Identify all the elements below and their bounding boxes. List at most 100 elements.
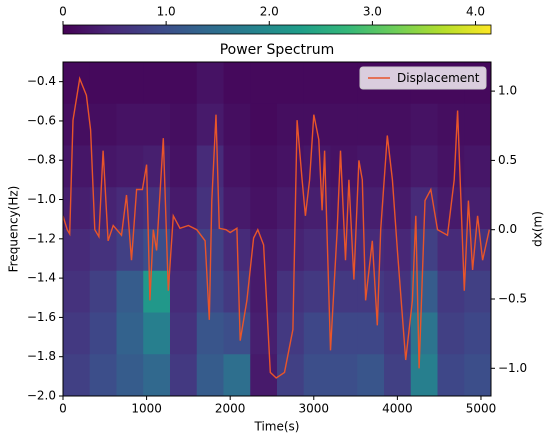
plot-frame bbox=[62, 61, 492, 397]
y2-tick-label: 0.5 bbox=[498, 153, 517, 167]
y-axis-label: Frequency(Hz) bbox=[7, 186, 21, 273]
y-tick-label: −1.8 bbox=[27, 349, 56, 363]
heat-cell bbox=[63, 312, 91, 355]
heat-cell bbox=[277, 187, 305, 230]
heat-cell bbox=[89, 354, 117, 397]
heat-cell bbox=[170, 229, 198, 272]
heat-cell bbox=[277, 312, 305, 355]
heat-cell bbox=[330, 103, 358, 146]
heat-cell bbox=[63, 103, 91, 146]
colorbar-tick-label: 1.0 bbox=[157, 5, 176, 19]
heat-cell bbox=[250, 145, 278, 188]
x-axis-label: Time(s) bbox=[254, 420, 300, 434]
heat-cell bbox=[250, 312, 278, 355]
heat-cell bbox=[410, 103, 438, 146]
colorbar-tick-label: 0 bbox=[59, 5, 67, 19]
heat-cell bbox=[143, 354, 171, 397]
heat-cell bbox=[357, 187, 385, 230]
heat-cell bbox=[196, 187, 224, 230]
heat-cell bbox=[303, 312, 331, 355]
heat-cell bbox=[196, 354, 224, 397]
heat-cell bbox=[277, 103, 305, 146]
heat-cell bbox=[464, 103, 492, 146]
y-tick-label: −0.4 bbox=[27, 74, 56, 88]
heat-cell bbox=[116, 62, 144, 105]
heat-cell bbox=[410, 270, 438, 313]
heat-cell bbox=[143, 62, 171, 105]
y-tick-label: −0.8 bbox=[27, 153, 56, 167]
heat-cell bbox=[250, 187, 278, 230]
heat-cell bbox=[170, 62, 198, 105]
heat-cell bbox=[437, 229, 465, 272]
heat-cell bbox=[89, 62, 117, 105]
heat-cell bbox=[277, 270, 305, 313]
heat-cell bbox=[384, 103, 412, 146]
heat-cell bbox=[223, 103, 251, 146]
x-tick-label: 5000 bbox=[466, 402, 497, 416]
heat-cell bbox=[170, 312, 198, 355]
y-tick-label: −0.6 bbox=[27, 113, 56, 127]
y-tick-label: −1.6 bbox=[27, 310, 56, 324]
y-tick-label: −2.0 bbox=[27, 389, 56, 403]
y2-tick-label: 0.0 bbox=[498, 222, 517, 236]
heat-cell bbox=[170, 187, 198, 230]
heat-cell bbox=[277, 229, 305, 272]
heat-cell bbox=[89, 103, 117, 146]
heat-cell bbox=[303, 145, 331, 188]
heat-cell bbox=[196, 103, 224, 146]
y-tick-label: −1.4 bbox=[27, 271, 56, 285]
heat-cell bbox=[330, 62, 358, 105]
heat-cell bbox=[170, 354, 198, 397]
heat-cell bbox=[464, 312, 492, 355]
heat-cell bbox=[170, 270, 198, 313]
heat-cell bbox=[464, 354, 492, 397]
heat-cell bbox=[89, 270, 117, 313]
legend-label: Displacement bbox=[397, 71, 480, 85]
heat-cell bbox=[63, 229, 91, 272]
x-tick-label: 0 bbox=[59, 402, 67, 416]
heat-cell bbox=[303, 270, 331, 313]
heat-cell bbox=[223, 145, 251, 188]
heat-cell bbox=[437, 354, 465, 397]
heat-cell bbox=[357, 312, 385, 355]
heat-cell bbox=[89, 312, 117, 355]
heat-cell bbox=[116, 103, 144, 146]
heat-cell bbox=[143, 270, 171, 313]
heat-cell bbox=[357, 145, 385, 188]
heatmap bbox=[63, 62, 492, 397]
x-tick-label: 4000 bbox=[382, 402, 413, 416]
heat-cell bbox=[303, 62, 331, 105]
heat-cell bbox=[196, 62, 224, 105]
heat-cell bbox=[63, 187, 91, 230]
heat-cell bbox=[89, 229, 117, 272]
heat-cell bbox=[437, 103, 465, 146]
heat-cell bbox=[223, 354, 251, 397]
heat-cell bbox=[437, 270, 465, 313]
heat-cell bbox=[303, 354, 331, 397]
heat-cell bbox=[63, 145, 91, 188]
heat-cell bbox=[63, 270, 91, 313]
heat-cell bbox=[464, 145, 492, 188]
heat-cell bbox=[223, 187, 251, 230]
heat-cell bbox=[357, 354, 385, 397]
heat-cell bbox=[170, 145, 198, 188]
heat-cell bbox=[384, 270, 412, 313]
heat-cell bbox=[357, 103, 385, 146]
heat-cell bbox=[116, 145, 144, 188]
heat-cell bbox=[116, 187, 144, 230]
y2-axis-label: dx(m) bbox=[531, 211, 545, 247]
heat-cell bbox=[277, 62, 305, 105]
heat-cell bbox=[250, 103, 278, 146]
heat-cell bbox=[116, 270, 144, 313]
heat-cell bbox=[250, 270, 278, 313]
heat-cell bbox=[464, 229, 492, 272]
y2-tick-label: 1.0 bbox=[498, 84, 517, 98]
heat-cell bbox=[63, 354, 91, 397]
heat-cell bbox=[170, 103, 198, 146]
data-line bbox=[63, 75, 490, 379]
heat-cell bbox=[384, 145, 412, 188]
heat-cell bbox=[464, 270, 492, 313]
heat-cell bbox=[223, 62, 251, 105]
heat-cell bbox=[410, 145, 438, 188]
